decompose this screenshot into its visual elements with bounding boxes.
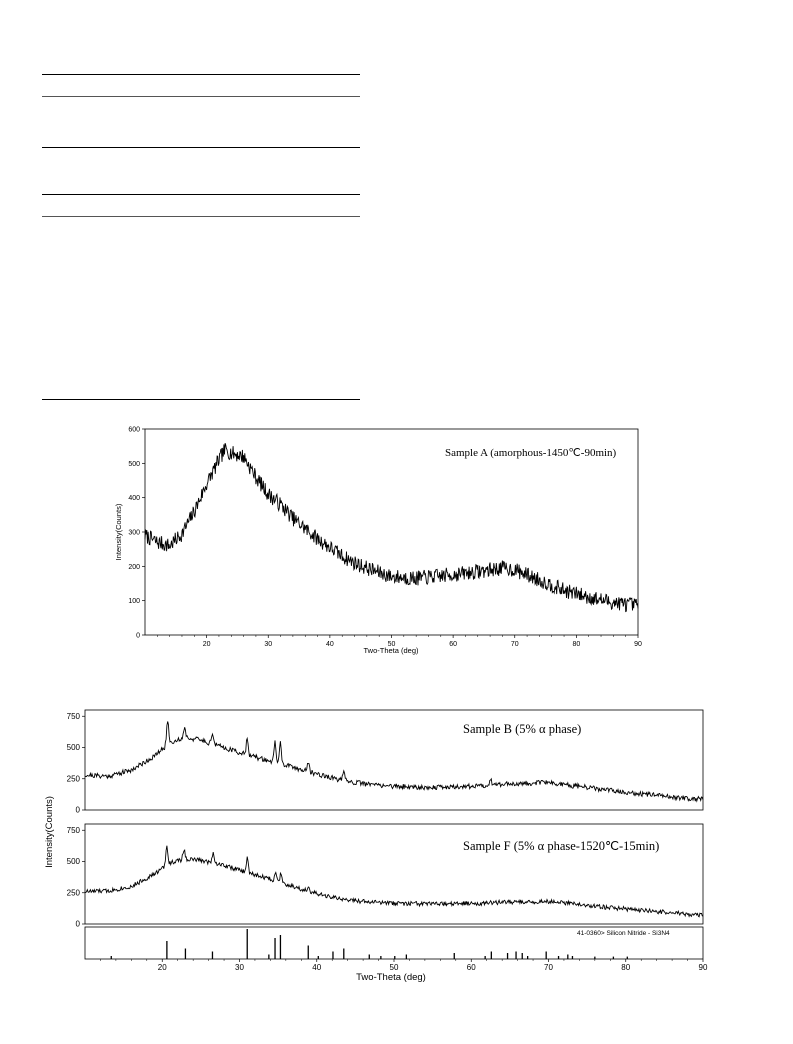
y-axis-label-a: Intensity(Counts) xyxy=(114,503,123,560)
x-tick-label-ref: 60 xyxy=(467,963,476,972)
plot-frame-f xyxy=(84,823,704,925)
x-tick-label-a: 80 xyxy=(572,641,580,648)
series-line-sample-f xyxy=(84,845,704,918)
y-ticks-b: 0 250 500 750 xyxy=(67,712,85,815)
x-tick-label-a: 70 xyxy=(511,641,519,648)
series-line-sample-a xyxy=(144,443,639,613)
annotation-sample-a: Sample A (amorphous-1450℃-90min) xyxy=(445,447,617,459)
x-tick-label-a: 30 xyxy=(264,641,272,648)
y-tick-label-b: 500 xyxy=(67,743,81,752)
y-tick-label-a: 100 xyxy=(128,598,140,605)
annotation-sample-b: Sample B (5% α phase) xyxy=(463,722,581,736)
y-tick-label-a: 600 xyxy=(128,427,140,434)
plot-frame-b xyxy=(84,709,704,811)
annotation-sample-f: Sample F (5% α phase-1520℃-15min) xyxy=(463,839,659,853)
x-axis-label-a: Two-Theta (deg) xyxy=(363,646,419,655)
y-tick-label-a: 400 xyxy=(128,495,140,502)
table-rule xyxy=(42,194,360,195)
y-tick-label-b: 0 xyxy=(76,806,81,815)
x-tick-label-ref: 20 xyxy=(158,963,167,972)
x-tick-label-ref: 50 xyxy=(390,963,399,972)
table-rule xyxy=(42,399,360,400)
table-rule xyxy=(42,216,360,217)
reference-sticks xyxy=(110,929,628,959)
x-tick-label-a: 50 xyxy=(388,641,396,648)
y-ticks-a: 0 100 200 300 400 500 600 xyxy=(128,427,145,640)
x-tick-label-ref: 30 xyxy=(235,963,244,972)
x-tick-label-ref: 80 xyxy=(621,963,630,972)
y-axis-label-bf: Intensity(Counts) xyxy=(44,796,55,868)
y-tick-label-f: 250 xyxy=(67,888,81,897)
annotation-reference: 41-0360> Silicon Nitride - Si3N4 xyxy=(577,930,670,937)
x-tick-label-a: 90 xyxy=(634,641,642,648)
table-rule xyxy=(42,74,360,75)
x-tick-label-a: 20 xyxy=(203,641,211,648)
series-line-sample-b xyxy=(84,721,704,803)
x-tick-label-ref: 40 xyxy=(312,963,321,972)
y-tick-label-a: 0 xyxy=(136,633,140,640)
y-ticks-f: 0 250 500 750 xyxy=(67,826,85,929)
y-tick-label-a: 500 xyxy=(128,461,140,468)
y-tick-label-b: 250 xyxy=(67,774,81,783)
x-tick-label-ref: 90 xyxy=(699,963,708,972)
x-tick-label-ref: 70 xyxy=(544,963,553,972)
table-rule xyxy=(42,96,360,97)
x-tick-label-a: 60 xyxy=(449,641,457,648)
y-tick-label-a: 200 xyxy=(128,564,140,571)
y-tick-label-b: 750 xyxy=(67,712,81,721)
x-ticks-a: 20 30 40 50 60 70 80 90 xyxy=(157,635,642,648)
y-tick-label-f: 500 xyxy=(67,857,81,866)
y-tick-label-f: 0 xyxy=(76,920,81,929)
table-rule xyxy=(42,147,360,148)
x-ticks-ref: 20 30 40 50 60 70 80 90 xyxy=(100,959,708,972)
y-tick-label-a: 300 xyxy=(128,530,140,537)
x-tick-label-a: 40 xyxy=(326,641,334,648)
y-tick-label-f: 750 xyxy=(67,826,81,835)
x-axis-label-bf: Two-Theta (deg) xyxy=(356,972,426,983)
